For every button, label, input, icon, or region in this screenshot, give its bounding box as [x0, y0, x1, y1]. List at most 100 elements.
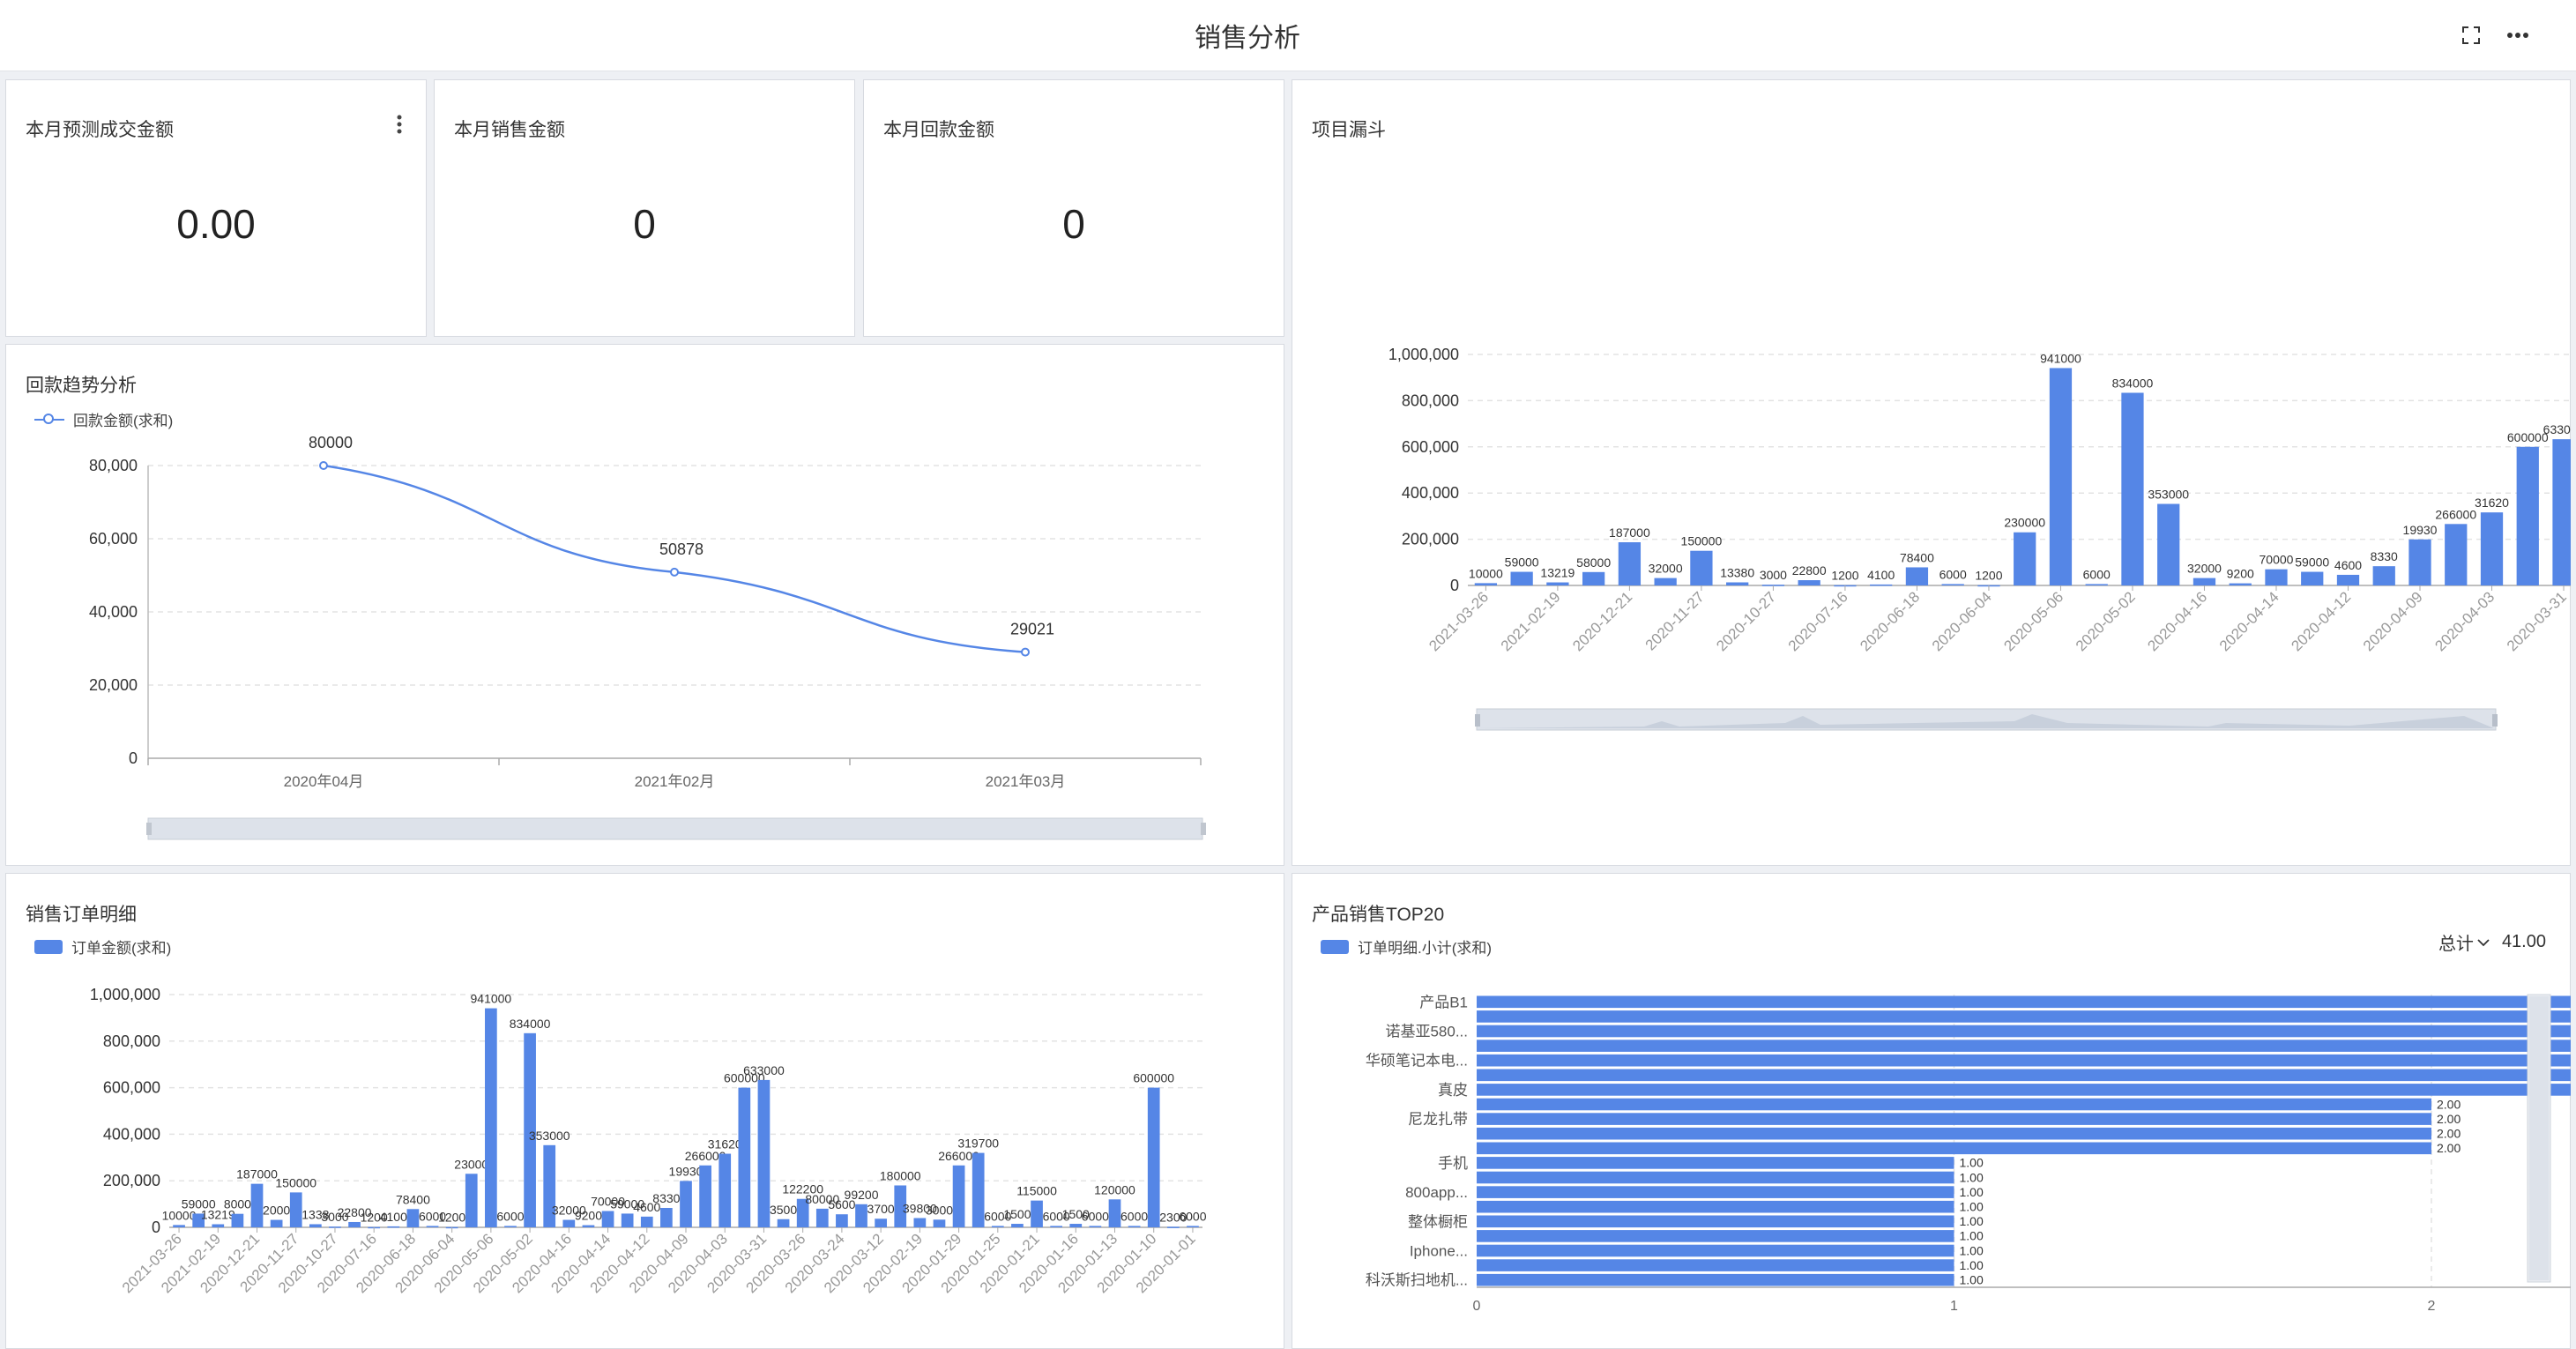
x-tick-label: 2020-05-06: [2000, 588, 2066, 654]
bar-value-label: 187000: [236, 1167, 278, 1181]
bar-value-label: 23000: [454, 1157, 488, 1171]
zoom-handle-left: [146, 823, 152, 835]
y-tick-label: 科沃斯扫地机...: [1366, 1272, 1468, 1289]
legend-label: 回款金额(求和): [73, 413, 174, 429]
bar-value-label: 1.00: [1960, 1170, 1984, 1184]
x-tick-label: 2020-04-09: [2360, 588, 2426, 654]
more-horizontal-icon[interactable]: [2504, 21, 2532, 49]
bar-value-label: 941000: [2040, 351, 2081, 365]
bar-value-label: 150000: [1681, 534, 1723, 548]
bar-value-label: 122200: [782, 1182, 823, 1196]
bar-value-label: 31620: [2475, 496, 2509, 510]
chart-title: 回款趋势分析: [26, 376, 137, 396]
total-summary[interactable]: 总计 41.00: [2438, 929, 2546, 955]
chevron-down-icon: [2477, 938, 2490, 946]
dashboard-title: 销售分析: [1195, 24, 1300, 53]
total-dropdown[interactable]: 总计: [2438, 929, 2490, 955]
bar: [504, 1226, 517, 1227]
chart-legend[interactable]: 订单金额(求和): [34, 935, 171, 958]
chart-title: 产品销售TOP20: [1312, 905, 1445, 925]
fullscreen-icon[interactable]: [2457, 21, 2485, 49]
bar-value-label: 99200: [845, 1188, 879, 1202]
bar-value-label: 78400: [396, 1192, 430, 1206]
bar-value-label: 2.00: [2437, 1097, 2461, 1111]
bar-value-label: 3500: [770, 1203, 797, 1217]
bar: [815, 1208, 829, 1227]
total-value: 41.00: [2501, 932, 2546, 951]
bar: [1477, 995, 2571, 1009]
x-tick-label: 2021-02-19: [1498, 588, 1564, 654]
bar-value-label: 1.00: [1960, 1229, 1984, 1243]
y-tick-label: 800,000: [1402, 391, 1459, 409]
bar-value-label: 6000: [419, 1209, 446, 1223]
bar: [1147, 1087, 1160, 1227]
bar: [2336, 574, 2360, 585]
bar-value-label: 150000: [275, 1175, 316, 1189]
bar-value-label: 8000: [224, 1197, 251, 1211]
y-tick-label: 产品B1: [1419, 994, 1468, 1010]
bar: [894, 1185, 907, 1227]
bar-value-label: 58000: [1576, 555, 1611, 570]
y-tick-label: 真皮: [1438, 1082, 1468, 1099]
bar: [2480, 512, 2504, 585]
bar-value-label: 1.00: [1960, 1214, 1984, 1228]
bar: [348, 1221, 361, 1227]
bar-value-label: 120000: [1094, 1182, 1135, 1196]
product-top20-chart: 012344.004.004.003.003.003.003.002.002.0…: [1366, 994, 2571, 1314]
bar-value-label: 32000: [552, 1204, 586, 1218]
x-tick-label: 2020-11-27: [1642, 588, 1708, 653]
bar: [1546, 582, 1569, 585]
x-tick-label: 2020-06-18: [1857, 588, 1923, 654]
bar-value-label: 1500: [1003, 1207, 1031, 1221]
bar-value-label: 9200: [575, 1209, 602, 1223]
bar-value-label: 59000: [610, 1196, 644, 1211]
bar: [952, 1165, 965, 1227]
bar-value-label: 78400: [1900, 550, 1934, 564]
y-tick-label: 200,000: [103, 1172, 160, 1189]
bar-value-label: 59000: [2295, 555, 2329, 570]
bar-value-label: 4100: [380, 1210, 407, 1224]
bar: [777, 1219, 790, 1227]
bar: [1477, 1273, 1954, 1286]
bar: [1654, 578, 1677, 585]
bar-value-label: 180000: [880, 1168, 921, 1182]
more-vertical-icon[interactable]: [389, 107, 410, 142]
bar-value-label: 31620: [708, 1137, 742, 1151]
data-label: 80000: [309, 434, 353, 451]
bar-value-label: 115000: [1016, 1184, 1057, 1198]
bar-value-label: 22800: [1792, 563, 1827, 578]
bar: [1618, 542, 1642, 585]
bar-value-label: 59000: [182, 1196, 216, 1211]
bar: [309, 1224, 322, 1227]
bar: [1582, 571, 1605, 585]
chart-legend[interactable]: 回款金额(求和): [34, 408, 173, 430]
bar-value-label: 1200: [1831, 569, 1858, 583]
bar-value-label: 2300: [1159, 1210, 1187, 1224]
legend-line-marker: [34, 413, 64, 427]
bar: [1726, 582, 1749, 585]
bar: [855, 1204, 867, 1227]
bar: [231, 1213, 244, 1227]
chart-title: 项目漏斗: [1312, 120, 1386, 140]
bar: [212, 1224, 225, 1227]
bar-value-label: 4600: [633, 1200, 660, 1214]
bar-value-label: 1200: [438, 1211, 465, 1225]
bar-value-label: 1338: [302, 1207, 329, 1221]
data-point: [670, 567, 679, 577]
kpi-value: 0.00: [176, 201, 256, 247]
y-tick-label: 1,000,000: [1389, 346, 1459, 363]
bar-value-label: 6000: [2083, 567, 2111, 581]
bar: [485, 1008, 497, 1227]
bar-value-label: 10000: [1469, 566, 1503, 580]
bar-value-label: 3700: [867, 1202, 895, 1216]
chart-title: 销售订单明细: [26, 905, 137, 925]
bar: [699, 1165, 711, 1227]
bar-value-label: 1.00: [1960, 1273, 1984, 1287]
bar: [2408, 539, 2431, 585]
y-tick-label: 尼龙扎带: [1408, 1111, 1468, 1128]
bar: [1477, 1259, 1954, 1271]
bar: [757, 1079, 771, 1227]
chart-legend[interactable]: 订单明细.小计(求和): [1321, 935, 1492, 958]
bar: [1108, 1199, 1121, 1227]
x-tick-label: 2020-04-14: [2216, 588, 2282, 654]
